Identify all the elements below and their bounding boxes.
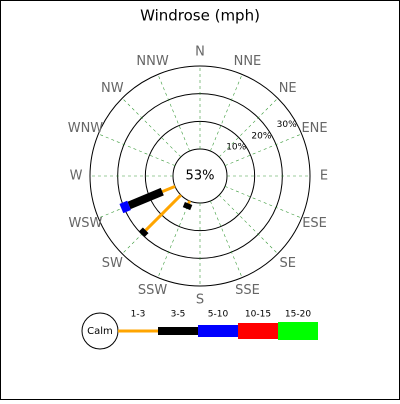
direction-label: ESE: [302, 216, 327, 231]
r-tick-label: 10%: [226, 143, 246, 153]
legend-label: 1-3: [131, 310, 146, 320]
wind-bar: [161, 184, 176, 194]
direction-label: WSW: [68, 216, 102, 231]
legend-swatch: [238, 323, 278, 339]
legend-label: 3-5: [171, 310, 186, 320]
wind-bar: [182, 201, 193, 211]
direction-label: N: [195, 45, 205, 60]
direction-label: SSW: [138, 283, 168, 298]
direction-label: SE: [279, 256, 295, 271]
grid-spoke: [218, 194, 278, 254]
grid-spoke: [210, 74, 243, 152]
legend-swatch: [118, 329, 158, 333]
grid-ring: [89, 65, 311, 287]
legend-swatch: [158, 327, 198, 335]
direction-label: SSE: [235, 283, 260, 298]
direction-label: S: [196, 293, 204, 308]
direction-label: NW: [101, 81, 124, 96]
legend-label: 5-10: [208, 310, 229, 320]
legend-swatch: [198, 325, 238, 337]
direction-label: NNE: [234, 54, 262, 69]
grid-spoke: [157, 74, 190, 152]
grid-spoke: [224, 133, 302, 166]
legend-label: 15-20: [285, 310, 311, 320]
grid-spoke: [157, 200, 190, 278]
legend-calm-label: Calm: [87, 326, 113, 337]
wind-bar: [187, 200, 192, 205]
direction-label: ENE: [301, 121, 327, 136]
r-tick-label: 20%: [251, 131, 271, 141]
grid-spoke: [224, 186, 302, 219]
direction-label: SW: [102, 256, 123, 271]
chart-title: Windrose (mph): [140, 7, 260, 25]
r-tick-label: 30%: [277, 120, 297, 130]
wind-bar: [119, 200, 131, 214]
grid-spoke: [98, 133, 176, 166]
grid-spoke: [218, 98, 278, 158]
grid-ring: [144, 120, 256, 232]
direction-label: W: [70, 169, 83, 184]
direction-label: WNW: [68, 121, 104, 136]
wind-bar: [138, 227, 149, 238]
direction-label: E: [320, 169, 328, 184]
legend-swatch: [278, 322, 318, 340]
legend-label: 10-15: [245, 310, 271, 320]
grid-spoke: [210, 200, 243, 278]
wind-bar: [127, 187, 164, 210]
direction-label: NNW: [136, 54, 168, 69]
direction-label: NE: [279, 81, 297, 96]
grid-spoke: [122, 98, 182, 158]
wind-bar: [144, 194, 182, 232]
calm-value: 53%: [186, 169, 215, 184]
